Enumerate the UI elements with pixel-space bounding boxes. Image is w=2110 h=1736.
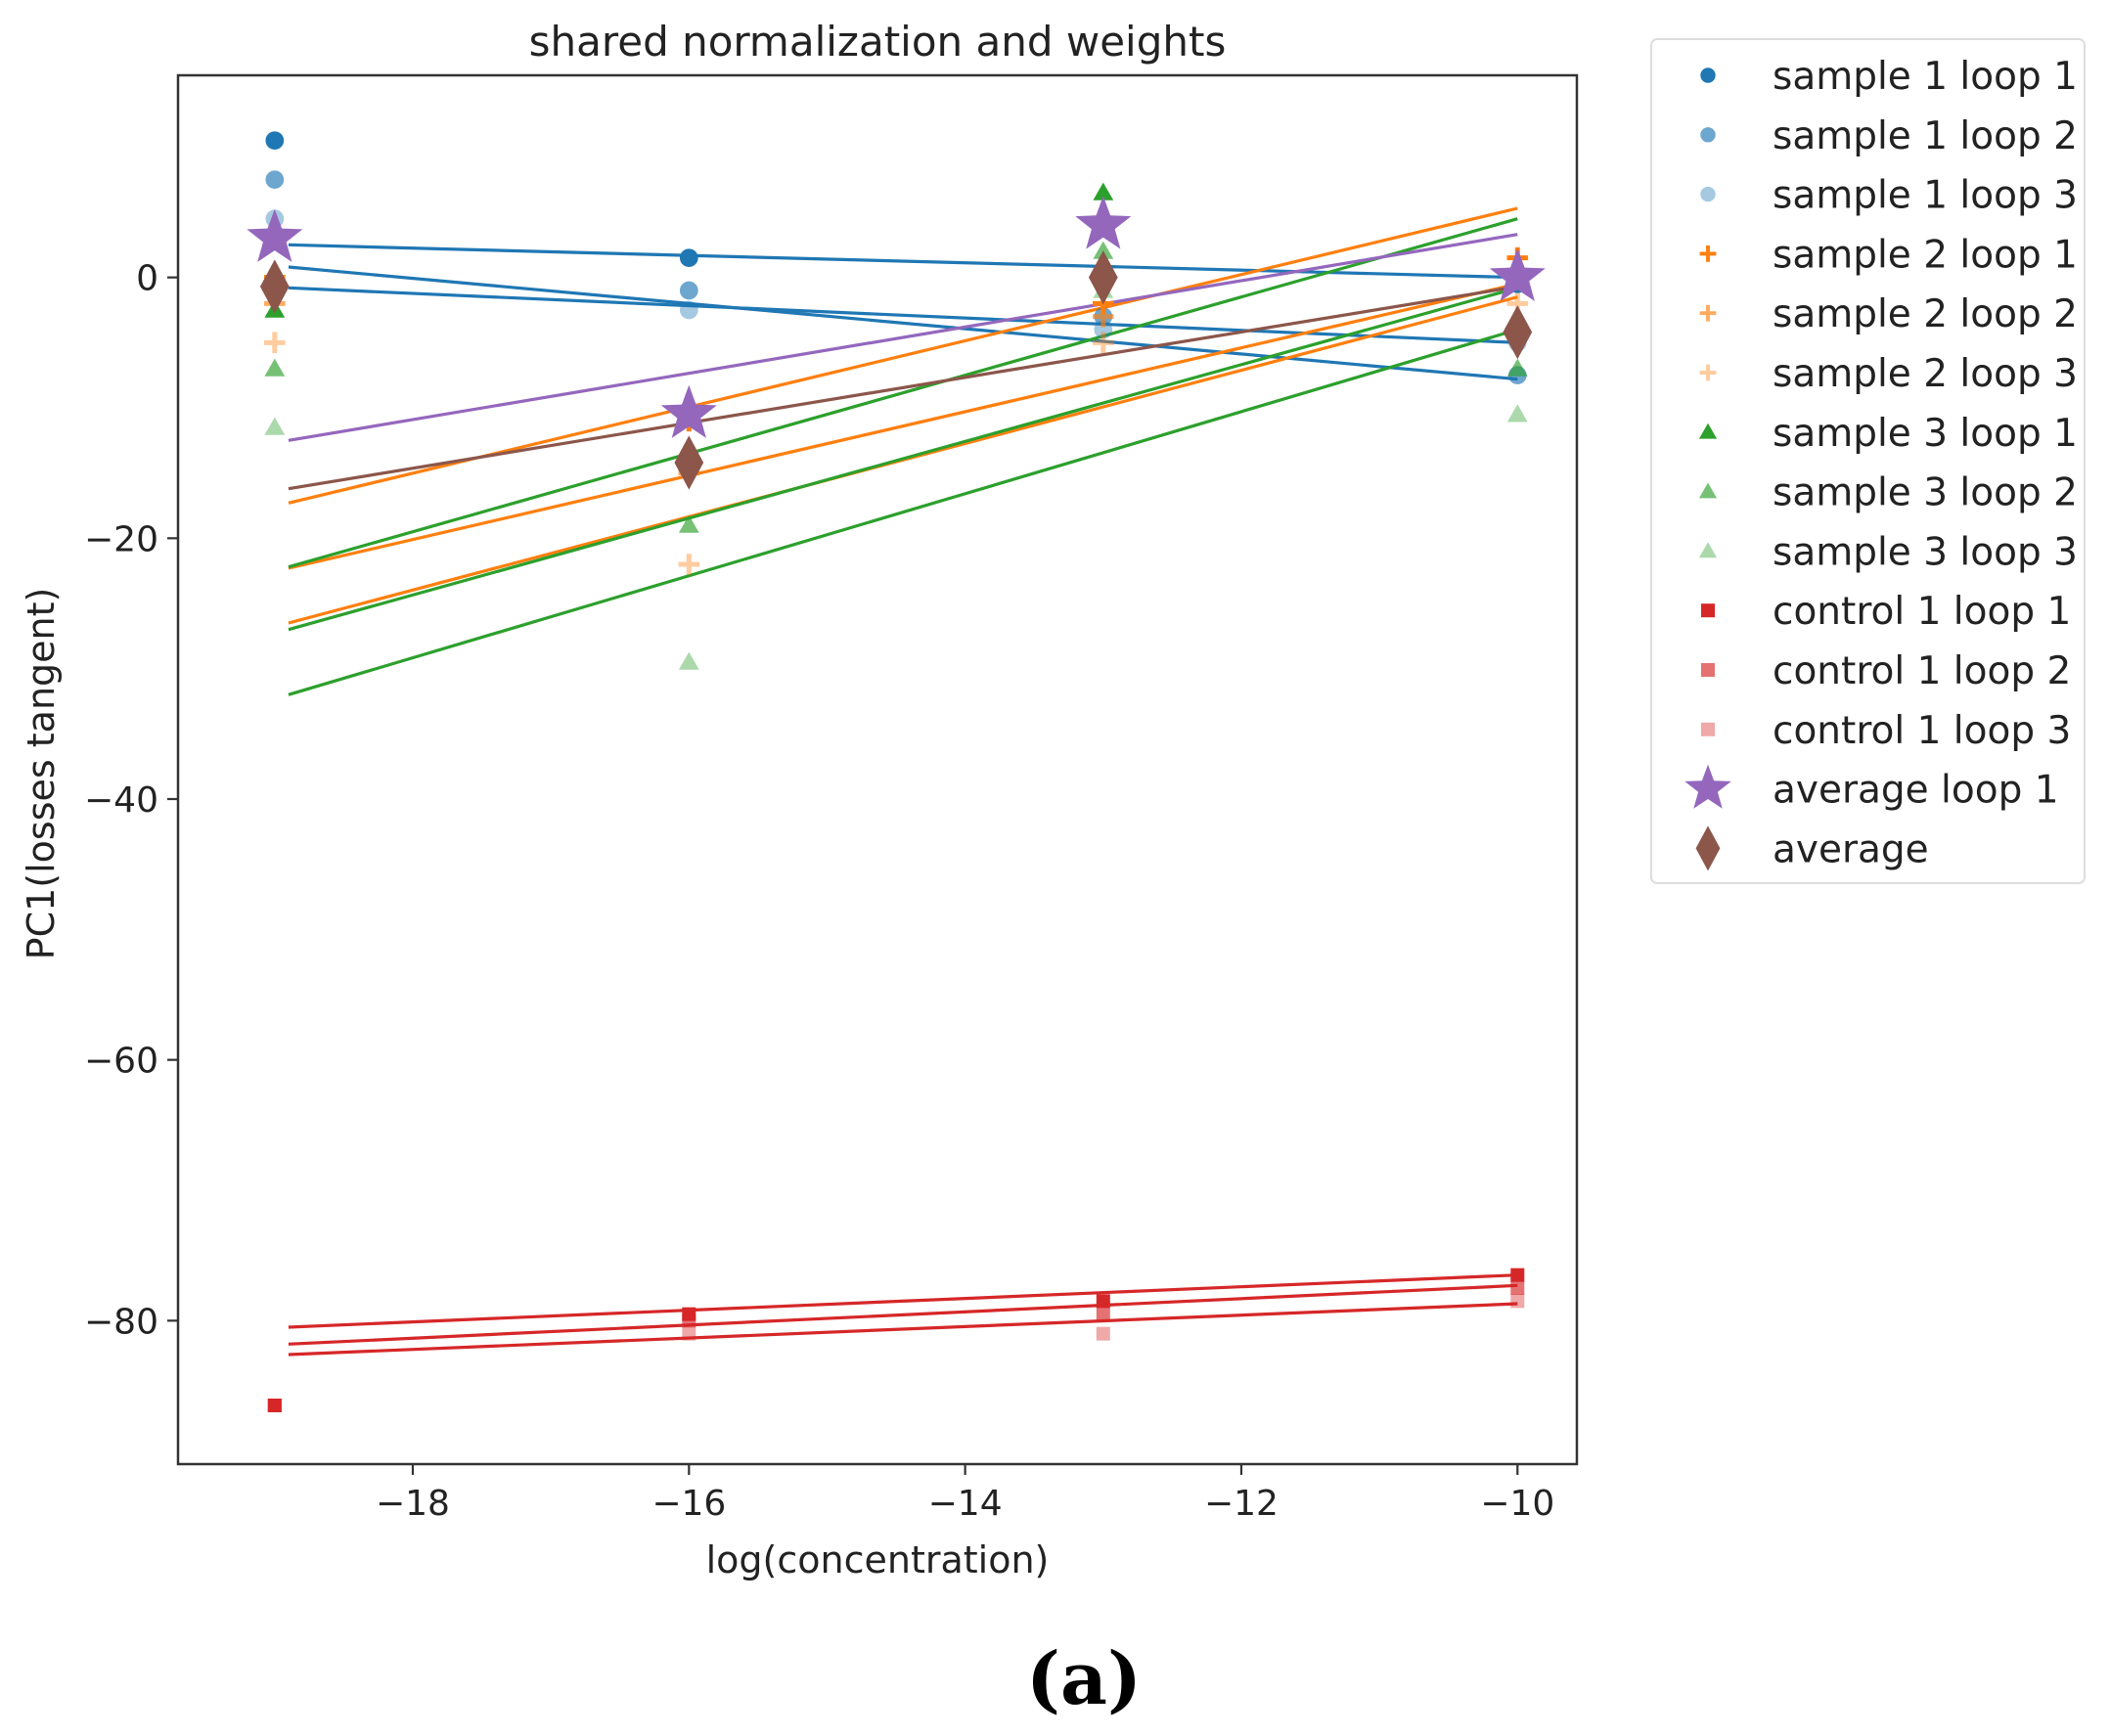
data-point	[679, 248, 698, 268]
legend-label: sample 3 loop 1	[1773, 412, 2078, 456]
chart-title: shared normalization and weights	[529, 18, 1227, 66]
axes-frame	[176, 73, 1579, 1466]
legend-marker	[1684, 764, 1731, 809]
data-point	[1096, 1307, 1110, 1321]
data-point	[267, 1399, 282, 1412]
fit-line	[288, 1283, 1518, 1346]
fit-line	[288, 233, 1518, 442]
legend-label: control 1 loop 1	[1773, 590, 2071, 634]
data-point	[1093, 182, 1114, 200]
data-point	[267, 1399, 282, 1412]
fit-line	[288, 286, 1518, 344]
data-point	[247, 208, 303, 262]
data-point	[1096, 1326, 1110, 1341]
y-tick-label: −60	[84, 1042, 158, 1082]
data-point	[679, 281, 698, 300]
legend-marker	[1698, 423, 1718, 439]
data-point	[264, 417, 286, 435]
legend-marker	[1701, 603, 1715, 618]
x-axis-label: log(concentration)	[706, 1538, 1050, 1581]
data-point	[1088, 250, 1118, 305]
legend-label: sample 1 loop 2	[1773, 114, 2078, 158]
x-tick-label: −16	[651, 1484, 726, 1524]
figure-caption: (a)	[1026, 1637, 1142, 1721]
legend-marker	[1698, 482, 1718, 499]
legend-label: sample 1 loop 3	[1773, 174, 2078, 218]
legend-marker	[1695, 825, 1721, 871]
y-axis-label: PC1(losses tangent)	[20, 588, 63, 960]
data-point	[1093, 241, 1114, 259]
fit-line	[288, 217, 1518, 569]
data-point	[678, 554, 700, 575]
data-point	[265, 131, 285, 151]
fit-line	[288, 1302, 1518, 1357]
legend-marker	[1700, 186, 1716, 202]
data-point	[265, 170, 285, 190]
plot-area: −18 −16 −14 −12 −10 0 −20 −40 −60 −80	[84, 73, 1579, 1524]
legend-marker	[1700, 67, 1716, 83]
data-point	[679, 300, 698, 320]
legend-label: average	[1773, 827, 1929, 871]
data-point	[1510, 1294, 1525, 1309]
fit-line	[288, 243, 1518, 280]
data-point	[1510, 1281, 1525, 1295]
legend: sample 1 loop 1 sample 1 loop 2 sample 1 l…	[1650, 38, 2086, 884]
data-point	[259, 259, 290, 314]
data-point	[1506, 404, 1528, 423]
legend-marker	[1701, 722, 1715, 736]
legend-label: sample 2 loop 1	[1773, 233, 2078, 277]
data-point	[682, 1326, 696, 1341]
data-point	[264, 358, 286, 377]
legend-box	[1650, 38, 2086, 884]
data-point	[1093, 332, 1114, 354]
y-tick-label: −80	[84, 1302, 158, 1342]
fit-line	[288, 285, 1518, 491]
data-point	[682, 1313, 696, 1328]
legend-marker	[1699, 304, 1717, 322]
data-point	[1489, 247, 1546, 301]
legend-label: sample 1 loop 1	[1773, 55, 2078, 99]
legend-marker	[1700, 127, 1716, 143]
legend-marker	[1701, 663, 1715, 677]
x-tick-label: −18	[376, 1484, 450, 1524]
y-tick-label: −40	[84, 780, 158, 821]
data-point	[678, 651, 699, 670]
fit-line	[288, 265, 1518, 381]
legend-label: control 1 loop 2	[1773, 649, 2071, 693]
y-tick-label: 0	[136, 259, 158, 299]
data-point	[660, 384, 717, 438]
legend-label: sample 2 loop 2	[1773, 292, 2078, 336]
legend-marker	[1699, 364, 1717, 381]
data-point	[1506, 358, 1528, 377]
data-point	[1506, 292, 1529, 315]
legend-marker	[1699, 245, 1717, 262]
data-point	[1096, 1294, 1110, 1309]
x-tick-label: −12	[1204, 1484, 1279, 1524]
y-tick-label: −20	[84, 519, 158, 559]
x-tick-label: −10	[1480, 1484, 1554, 1524]
data-point	[1094, 320, 1113, 339]
data-point	[1075, 196, 1132, 249]
legend-label: sample 2 loop 3	[1773, 352, 2078, 396]
data-point	[1093, 305, 1114, 328]
data-point	[678, 514, 699, 533]
legend-label: control 1 loop 3	[1773, 709, 2071, 753]
fit-line	[288, 328, 1518, 696]
data-point	[264, 332, 286, 354]
legend-label: average loop 1	[1773, 769, 2059, 813]
legend-label: sample 3 loop 3	[1773, 530, 2078, 574]
data-point	[1503, 305, 1533, 360]
data-point	[1510, 1268, 1525, 1282]
fit-line	[288, 282, 1518, 570]
x-tick-label: −14	[928, 1484, 1003, 1524]
fit-line	[288, 286, 1518, 632]
legend-label: sample 3 loop 2	[1773, 471, 2078, 515]
fit-line	[288, 1273, 1518, 1329]
data-point	[674, 435, 704, 490]
legend-marker	[1698, 542, 1718, 558]
